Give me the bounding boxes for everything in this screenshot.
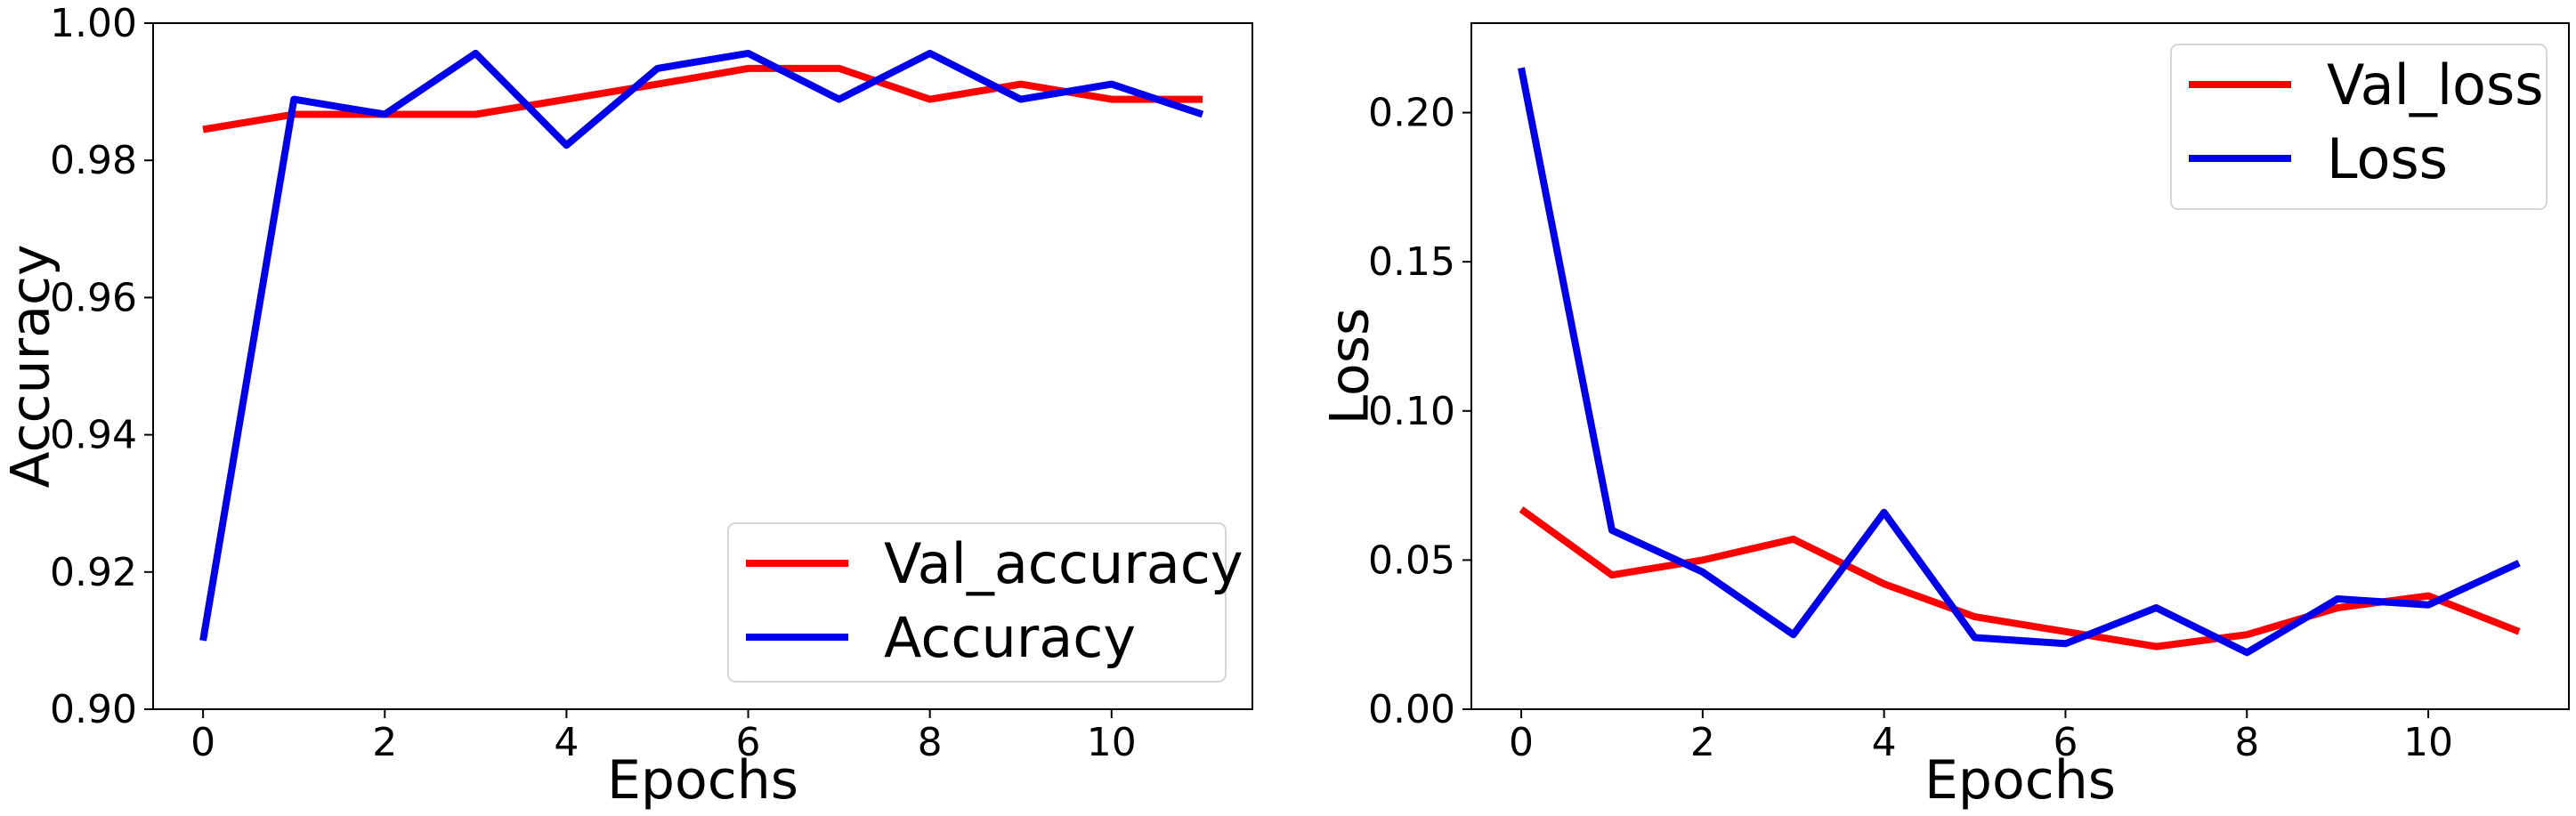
x-tick-label: 4 <box>554 720 579 765</box>
loss-chart: 0 2 4 6 8 100.000.050.100.150.20EpochsLossVal… <box>1319 22 2570 812</box>
x-tick-label: 2 <box>1690 720 1715 765</box>
x-tick-label: 0 <box>190 720 215 765</box>
y-tick-label: 0.10 <box>1368 389 1455 434</box>
x-tick-label: 10 <box>2403 720 2453 765</box>
y-axis-label: Loss <box>1319 308 1381 425</box>
legend-label: Accuracy <box>884 605 1136 670</box>
y-axis-label: Accuracy <box>0 245 62 489</box>
y-tick-label: 0.05 <box>1368 537 1455 583</box>
x-tick-label: 10 <box>1087 720 1137 765</box>
legend-label: Val_accuracy <box>884 531 1243 596</box>
plot-frame <box>152 22 1253 710</box>
y-tick-label: 0.15 <box>1368 239 1455 285</box>
legend: Val_accuracy Accuracy <box>727 522 1243 683</box>
plot-frame <box>1470 22 2570 710</box>
x-axis-label: Epochs <box>1924 749 2116 812</box>
legend-label: Val_loss <box>2327 53 2544 117</box>
y-tick-label: 0.92 <box>50 550 137 595</box>
legend: Val_loss Loss <box>2170 44 2548 210</box>
legend-label: Loss <box>2327 126 2448 191</box>
series-line-val-accuracy <box>202 64 1203 133</box>
series-line-loss <box>1518 67 2521 657</box>
x-axis-label: Epochs <box>607 749 798 812</box>
x-tick-label: 6 <box>736 720 761 765</box>
x-tick-label: 6 <box>2053 720 2078 765</box>
y-tick-label: 0.20 <box>1368 91 1455 136</box>
x-tick-label: 0 <box>1509 720 1534 765</box>
x-tick-label: 8 <box>918 720 943 765</box>
y-tick-label: 0.98 <box>50 138 137 183</box>
y-tick-label: 0.90 <box>50 687 137 732</box>
accuracy-chart: 0 2 4 6 8 10 0.90 0.92 0.94 0.96 0.98 1.00 Epochs Acc… <box>0 1 1253 812</box>
x-tick-label: 8 <box>2234 720 2259 765</box>
series-line-accuracy <box>199 49 1204 642</box>
y-tick-label: 0.00 <box>1368 687 1455 732</box>
legend-box <box>727 522 1227 683</box>
y-tick-label: 0.96 <box>50 275 137 320</box>
x-tick-label: 4 <box>1872 720 1897 765</box>
series-line-val-loss <box>1519 506 2521 650</box>
y-tick-label: 0.94 <box>50 413 137 458</box>
x-tick-label: 2 <box>372 720 397 765</box>
y-tick-label: 1.00 <box>50 1 137 46</box>
